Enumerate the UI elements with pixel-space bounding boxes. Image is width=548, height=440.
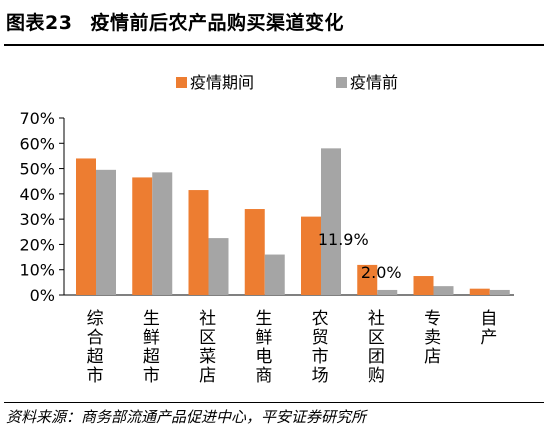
bar-before [321,148,341,295]
title-underline [4,44,544,46]
source-note: 资料来源：商务部流通产品促进中心，平安证券研究所 [6,408,367,426]
bar-before [208,238,229,295]
figure-title: 图表23 疫情前后农产品购买渠道变化 [6,8,344,35]
bar-before [433,286,454,295]
legend-swatch [336,77,347,88]
y-tick-label: 40% [19,185,55,204]
chart-title: 疫情前后农产品购买渠道变化 [90,12,344,34]
x-category-label: 专卖店 [424,309,441,367]
bar-before [377,289,398,295]
bar-during [188,190,209,295]
y-tick-label: 50% [19,160,55,179]
x-category-label: 社区菜店 [199,309,216,386]
legend-label: 疫情期间 [190,73,254,92]
y-tick-label: 60% [19,134,55,153]
bar-during [357,264,378,295]
bar-before [152,172,173,295]
figure-number: 图表23 [6,12,73,34]
bar-before [264,254,285,295]
legend-swatch [176,77,187,88]
y-tick-label: 20% [19,235,55,254]
bar-during [76,158,96,295]
y-tick-label: 0% [30,286,55,305]
y-tick-label: 30% [19,210,55,229]
bar-before [489,289,510,295]
x-category-label: 自产 [480,309,497,348]
data-label: 2.0% [361,263,402,282]
x-category-label: 社区团购 [368,309,385,386]
source-rule [4,402,544,403]
y-tick-label: 70% [19,109,55,128]
legend-label: 疫情前 [350,73,398,92]
bar-during [413,276,434,295]
data-label: 11.9% [318,230,369,249]
x-category-label: 生鲜超市 [143,309,160,386]
bar-before [96,169,116,295]
x-category-label: 农贸市场 [312,309,329,386]
x-category-label: 生鲜电商 [255,309,272,386]
bar-during [469,288,490,295]
bar-during [244,209,265,295]
bar-during [132,177,153,295]
bar-during [301,216,321,295]
x-category-label: 综合超市 [87,309,104,386]
y-tick-label: 10% [19,261,55,280]
